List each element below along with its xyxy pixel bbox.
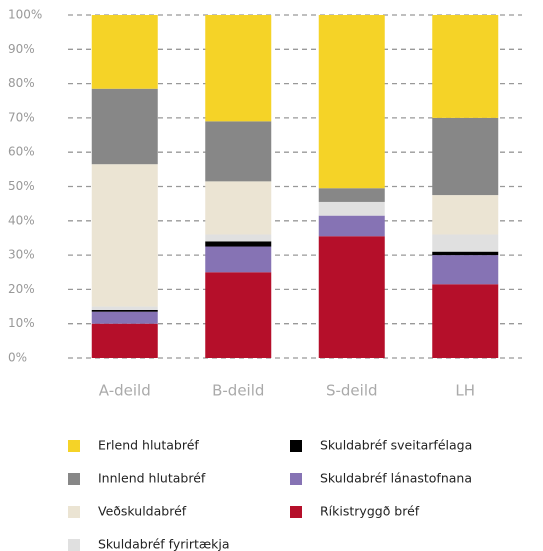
bar-segment xyxy=(91,15,158,89)
legend-swatch xyxy=(68,506,80,518)
x-tick-label: S-deild xyxy=(326,382,378,400)
legend-swatch xyxy=(68,440,80,452)
bar-segment xyxy=(205,15,272,122)
y-tick-label: 80% xyxy=(8,76,35,90)
bar-segment xyxy=(432,234,499,252)
bar-segment xyxy=(205,121,272,182)
bar-segment xyxy=(91,323,158,358)
bar-segment xyxy=(205,241,272,247)
legend-swatch xyxy=(290,473,302,485)
x-tick-label: LH xyxy=(455,382,475,400)
legend-label: Veðskuldabréf xyxy=(98,504,187,519)
legend-swatch xyxy=(68,473,80,485)
y-tick-label: 50% xyxy=(8,179,35,193)
legend-swatch xyxy=(68,539,80,551)
y-tick-label: 20% xyxy=(8,282,35,296)
y-tick-label: 30% xyxy=(8,248,35,262)
bar-segment xyxy=(205,272,272,358)
bar-segment xyxy=(91,88,158,165)
x-tick-label: A-deild xyxy=(99,382,151,400)
legend-label: Skuldabréf lánastofnana xyxy=(320,471,472,486)
legend-swatch xyxy=(290,506,302,518)
bar-segment xyxy=(432,251,499,256)
legend-label: Skuldabréf fyrirtækja xyxy=(98,537,230,551)
bar-segment xyxy=(205,234,272,242)
bar-segment xyxy=(91,306,158,310)
y-tick-label: 90% xyxy=(8,42,35,56)
legend-label: Ríkistryggð bréf xyxy=(320,504,420,519)
y-tick-label: 60% xyxy=(8,145,35,159)
bar-segment xyxy=(432,117,499,196)
legend-label: Innlend hlutabréf xyxy=(98,471,206,486)
bar-segment xyxy=(318,188,385,202)
y-tick-label: 40% xyxy=(8,213,35,227)
bar-segment xyxy=(91,309,158,312)
bar-segment xyxy=(91,164,158,307)
y-tick-label: 10% xyxy=(8,316,35,330)
bar-segment xyxy=(318,15,385,189)
y-tick-label: 0% xyxy=(8,351,27,365)
bar-segment xyxy=(91,311,158,324)
bar-segment xyxy=(432,284,499,358)
bar-segment xyxy=(432,15,499,118)
y-tick-label: 100% xyxy=(8,8,42,22)
bar-segment xyxy=(318,236,385,358)
legend-label: Erlend hlutabréf xyxy=(98,438,199,453)
y-tick-label: 70% xyxy=(8,110,35,124)
bar-segment xyxy=(318,201,385,216)
legend-swatch xyxy=(290,440,302,452)
x-tick-label: B-deild xyxy=(212,382,264,400)
bar-segment xyxy=(432,255,499,285)
legend-label: Skuldabréf sveitarfélaga xyxy=(320,438,472,453)
bar-segment xyxy=(205,181,272,235)
bar-segment xyxy=(205,246,272,273)
bar-segment xyxy=(432,195,499,235)
bar-segment xyxy=(318,215,385,237)
